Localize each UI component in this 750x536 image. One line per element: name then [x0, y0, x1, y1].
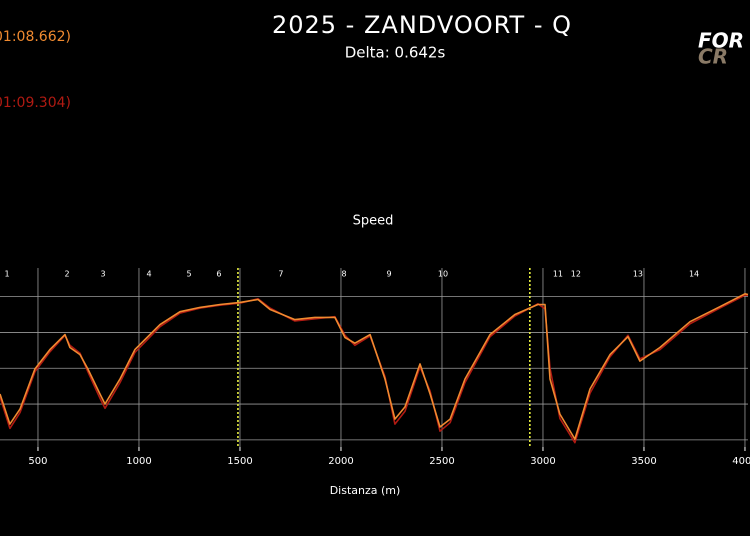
x-tick-label: 4000 — [732, 456, 750, 467]
corner-label: 8 — [341, 270, 346, 279]
x-tick-label: 3500 — [631, 456, 656, 467]
logo-text: FOR — [698, 29, 744, 53]
logo-text: CR — [698, 45, 728, 69]
x-tick-label: 3000 — [530, 456, 555, 467]
speed-line — [0, 294, 748, 444]
speed-line — [0, 293, 749, 440]
corner-label: 12 — [571, 270, 581, 279]
x-tick-label: 2500 — [429, 456, 454, 467]
corner-label: 5 — [187, 270, 192, 279]
plot-title: Speed — [353, 214, 394, 229]
corner-label: 6 — [216, 270, 221, 279]
x-tick-label: 2000 — [328, 456, 353, 467]
chart-subtitle: Delta: 0.642s — [345, 44, 446, 62]
corner-label: 11 — [553, 270, 563, 279]
corner-label: 3 — [100, 270, 105, 279]
x-tick-label: 1000 — [126, 456, 151, 467]
legend-label: 01:09.304) — [0, 95, 71, 111]
corner-label: 9 — [387, 270, 392, 279]
corner-label: 14 — [689, 270, 699, 279]
corner-label: 2 — [65, 270, 70, 279]
corner-label: 1 — [5, 270, 10, 279]
corner-label: 10 — [438, 270, 448, 279]
x-tick-label: 1500 — [227, 456, 252, 467]
x-axis-label: Distanza (m) — [330, 484, 401, 497]
corner-label: 7 — [278, 270, 283, 279]
corner-label: 4 — [147, 270, 152, 279]
legend-label: 01:08.662) — [0, 29, 71, 45]
corner-label: 13 — [633, 270, 643, 279]
x-tick-label: 500 — [28, 456, 47, 467]
chart-title: 2025 - ZANDVOORT - Q — [272, 11, 572, 39]
